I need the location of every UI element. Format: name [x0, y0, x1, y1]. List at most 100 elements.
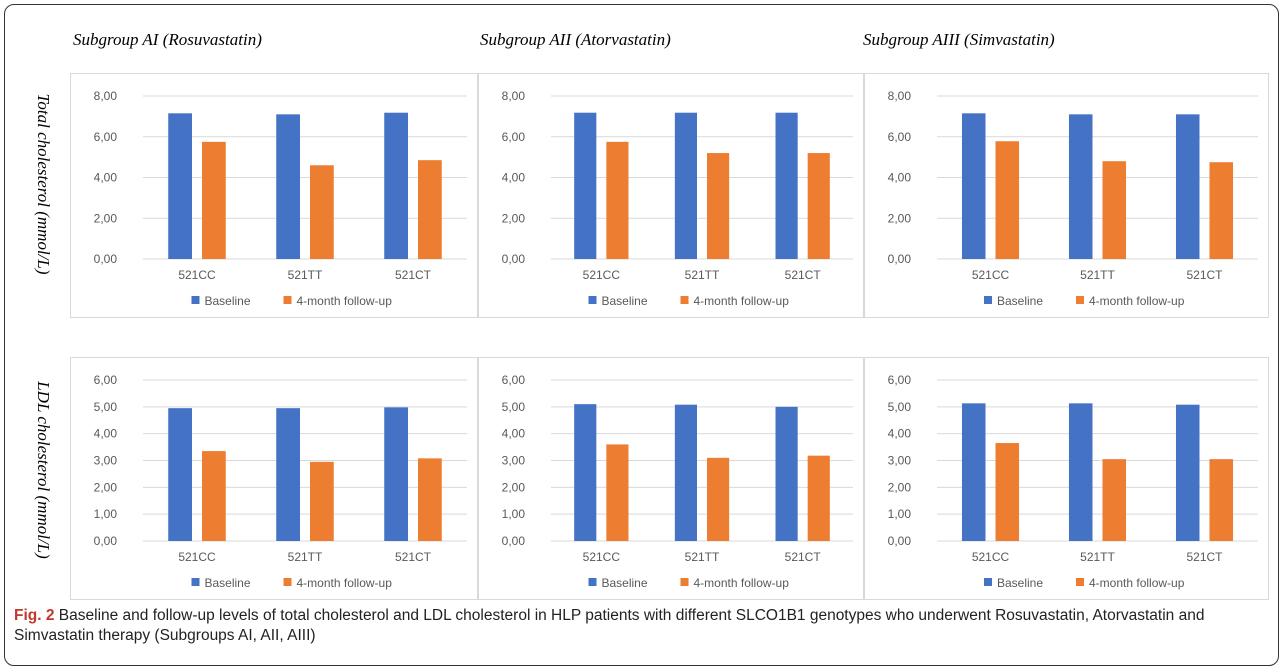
legend-label: Baseline [997, 294, 1043, 308]
bar-followup [1209, 459, 1234, 541]
legend-label: 4-month follow-up [297, 294, 393, 308]
x-tick-label: 521CC [583, 268, 621, 282]
bar-baseline [168, 113, 192, 259]
y-tick-label: 5,00 [94, 400, 118, 414]
bar-followup [202, 451, 226, 541]
bar-followup [606, 444, 629, 541]
column-title-ai: Subgroup AI (Rosuvastatin) [73, 30, 262, 49]
legend-label: 4-month follow-up [1089, 294, 1185, 308]
bar-baseline [775, 112, 798, 259]
bar-baseline [674, 112, 697, 259]
y-tick-label: 0,00 [94, 534, 118, 548]
y-tick-label: 4,00 [502, 427, 526, 441]
y-tick-label: 1,00 [502, 507, 526, 521]
x-tick-label: 521TT [685, 550, 720, 564]
column-title-aiii: Subgroup AIII (Simvastatin) [863, 30, 1055, 49]
bar-followup [707, 153, 730, 259]
legend-swatch [588, 578, 597, 586]
legend-label: 4-month follow-up [694, 576, 790, 590]
legend-label: Baseline [602, 576, 648, 590]
y-tick-label: 6,00 [502, 373, 526, 387]
legend-label: Baseline [602, 294, 648, 308]
chart-panel-aii-ldl: 0,00 1,00 2,00 3,00 4,00 5,00 6,00 521CC 521TT 52… [478, 357, 864, 600]
x-tick-label: 521CT [1186, 550, 1223, 564]
bar-followup [1209, 162, 1234, 259]
y-tick-label: 0,00 [94, 252, 118, 266]
legend-swatch [191, 578, 200, 586]
chart-aiii-ldl: 0,00 1,00 2,00 3,00 4,00 5,00 6,00 521CC 521TT 52… [888, 373, 1258, 590]
x-tick-label: 521TT [1080, 550, 1115, 564]
y-tick-label: 1,00 [94, 507, 118, 521]
bar-followup [418, 458, 442, 541]
column-title-aii: Subgroup AII (Atorvastatin) [480, 30, 671, 49]
y-tick-label: 5,00 [888, 400, 912, 414]
y-tick-label: 2,00 [888, 211, 912, 225]
bar-followup [606, 141, 629, 259]
bar-baseline [1068, 114, 1093, 260]
y-tick-label: 3,00 [888, 454, 912, 468]
legend-swatch [984, 578, 992, 586]
x-tick-label: 521CT [785, 268, 822, 282]
y-tick-label: 8,00 [888, 89, 912, 103]
row-title-ldl-cholesterol: LDL cholesterol (mmol/L) [34, 381, 53, 559]
figure-caption: Fig. 2 Baseline and follow-up levels of … [14, 606, 1269, 646]
legend-swatch [191, 296, 200, 304]
bar-baseline [384, 112, 408, 259]
bar-baseline [574, 112, 597, 259]
y-tick-label: 8,00 [502, 89, 526, 103]
bar-baseline [961, 403, 986, 541]
y-tick-label: 3,00 [502, 454, 526, 468]
legend-swatch [1076, 578, 1084, 586]
y-tick-label: 2,00 [888, 480, 912, 494]
legend: Baseline 4-month follow-up [191, 294, 393, 308]
legend: Baseline 4-month follow-up [588, 294, 790, 308]
x-tick-label: 521CC [178, 268, 216, 282]
legend-label: 4-month follow-up [694, 294, 790, 308]
legend-label: Baseline [997, 576, 1043, 590]
y-tick-label: 4,00 [502, 171, 526, 185]
bar-baseline [276, 114, 300, 260]
legend: Baseline 4-month follow-up [984, 576, 1185, 590]
bar-baseline [775, 406, 798, 541]
legend-swatch [680, 296, 689, 304]
y-tick-label: 3,00 [94, 454, 118, 468]
bar-baseline [1068, 403, 1093, 541]
legend-swatch [283, 296, 292, 304]
y-tick-label: 1,00 [888, 507, 912, 521]
x-tick-label: 521CT [395, 268, 432, 282]
y-tick-label: 5,00 [502, 400, 526, 414]
y-tick-label: 6,00 [94, 130, 118, 144]
legend: Baseline 4-month follow-up [191, 576, 392, 590]
chart-panel-aiii-total: 0,00 2,00 4,00 6,00 8,00 521CC 521TT 521CT Basel… [864, 73, 1269, 318]
legend-label: Baseline [205, 294, 251, 308]
y-tick-label: 6,00 [94, 373, 118, 387]
y-tick-label: 6,00 [888, 373, 912, 387]
x-tick-label: 521CT [1186, 268, 1223, 282]
x-tick-label: 521TT [1080, 268, 1115, 282]
x-tick-label: 521CT [395, 550, 432, 564]
legend: Baseline 4-month follow-up [984, 294, 1185, 308]
chart-panel-aiii-ldl: 0,00 1,00 2,00 3,00 4,00 5,00 6,00 521CC 521TT 52… [864, 357, 1269, 600]
legend-swatch [588, 296, 597, 304]
caption-text: Baseline and follow-up levels of total c… [14, 607, 1205, 644]
chart-aii-total: 0,00 2,00 4,00 6,00 8,00 521CC 521TT 521CT Basel… [502, 89, 853, 308]
y-tick-label: 4,00 [94, 427, 118, 441]
x-tick-label: 521CC [972, 268, 1010, 282]
y-tick-label: 0,00 [888, 534, 912, 548]
bar-baseline [276, 408, 300, 541]
y-tick-label: 4,00 [94, 171, 118, 185]
y-tick-label: 2,00 [502, 480, 526, 494]
x-tick-label: 521CC [178, 550, 216, 564]
bar-followup [995, 141, 1020, 259]
y-tick-label: 6,00 [888, 130, 912, 144]
bar-baseline [168, 408, 192, 541]
y-tick-label: 2,00 [502, 211, 526, 225]
bar-followup [1102, 161, 1127, 259]
bar-followup [418, 160, 442, 259]
bar-baseline [961, 113, 986, 259]
x-tick-label: 521CT [785, 550, 822, 564]
bar-followup [310, 165, 334, 259]
legend-swatch [680, 578, 689, 586]
